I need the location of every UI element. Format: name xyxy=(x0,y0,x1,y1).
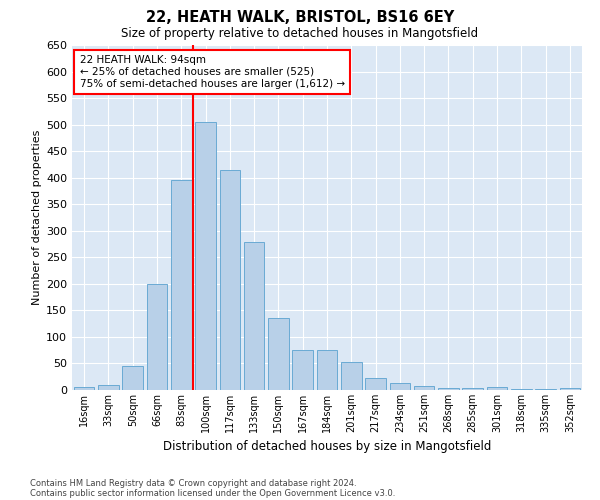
Text: Contains public sector information licensed under the Open Government Licence v3: Contains public sector information licen… xyxy=(30,488,395,498)
Bar xyxy=(146,284,167,390)
Bar xyxy=(560,388,580,390)
Bar xyxy=(244,242,265,390)
Bar xyxy=(220,170,240,390)
Text: Contains HM Land Registry data © Crown copyright and database right 2024.: Contains HM Land Registry data © Crown c… xyxy=(30,478,356,488)
Bar xyxy=(414,386,434,390)
Bar xyxy=(317,350,337,390)
Text: 22, HEATH WALK, BRISTOL, BS16 6EY: 22, HEATH WALK, BRISTOL, BS16 6EY xyxy=(146,10,454,25)
Bar xyxy=(365,378,386,390)
Bar xyxy=(487,388,508,390)
Bar xyxy=(171,180,191,390)
Y-axis label: Number of detached properties: Number of detached properties xyxy=(32,130,42,305)
Bar xyxy=(74,388,94,390)
Bar xyxy=(268,318,289,390)
X-axis label: Distribution of detached houses by size in Mangotsfield: Distribution of detached houses by size … xyxy=(163,440,491,454)
Bar xyxy=(122,366,143,390)
Bar xyxy=(195,122,216,390)
Bar xyxy=(389,383,410,390)
Bar xyxy=(438,388,459,390)
Bar xyxy=(463,388,483,390)
Bar xyxy=(98,384,119,390)
Bar xyxy=(341,362,362,390)
Bar xyxy=(511,389,532,390)
Text: 22 HEATH WALK: 94sqm
← 25% of detached houses are smaller (525)
75% of semi-deta: 22 HEATH WALK: 94sqm ← 25% of detached h… xyxy=(80,56,345,88)
Text: Size of property relative to detached houses in Mangotsfield: Size of property relative to detached ho… xyxy=(121,28,479,40)
Bar xyxy=(292,350,313,390)
